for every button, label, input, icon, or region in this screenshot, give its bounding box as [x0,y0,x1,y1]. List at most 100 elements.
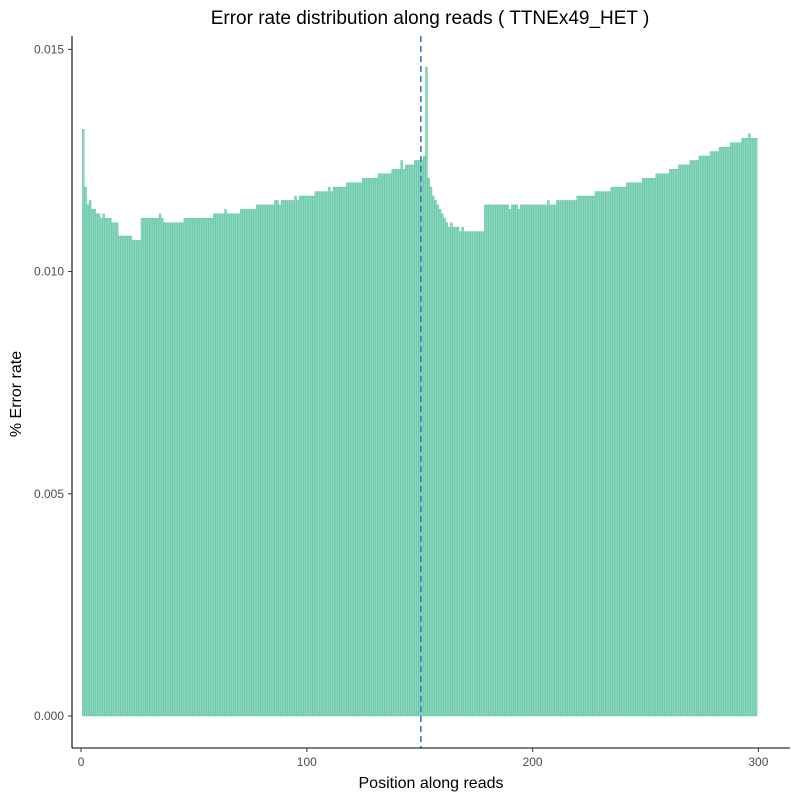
bar [432,195,435,717]
bar [438,209,442,717]
bar [529,204,532,717]
bar [599,191,602,717]
bar [646,178,649,717]
bar [140,218,144,717]
bar [698,155,701,717]
bar [366,178,369,717]
bar [82,129,85,717]
bar [416,160,419,717]
bar [497,204,500,717]
bar [149,218,153,717]
bar [743,138,747,717]
bar [723,146,726,717]
bar [617,186,620,717]
bar [380,173,383,717]
bar [120,235,123,717]
bar [217,213,220,717]
bar [572,200,575,717]
bar [468,231,471,717]
bar [404,164,408,717]
bar [481,231,485,717]
bar [732,142,735,717]
bar [718,146,722,717]
bar [93,209,96,717]
bar [359,182,363,717]
bar [470,231,473,717]
bar [502,204,505,717]
bar [296,200,299,717]
bar [508,209,512,717]
bar [436,204,439,717]
x-tick-label: 100 [297,755,317,769]
bar [680,164,683,717]
x-tick-label: 0 [78,755,85,769]
bar [585,195,588,717]
bar [443,218,446,717]
x-tick-label: 200 [523,755,543,769]
bar [226,213,229,717]
bar [540,204,543,717]
bar [321,191,324,717]
bar [260,204,263,717]
chart-title: Error rate distribution along reads ( TT… [211,8,650,29]
bar [131,240,135,717]
bar [565,200,568,717]
bar [355,182,358,717]
bar [210,218,214,717]
bar [563,200,566,717]
bar [192,218,196,717]
bar [267,204,270,717]
bar [346,182,349,717]
x-axis-title: Position along reads [359,775,504,792]
bar [330,191,333,717]
bar [465,231,469,717]
bar [283,200,286,717]
bar [619,186,622,717]
bar [429,186,433,717]
bar [244,209,248,717]
bar [596,191,600,717]
bar [323,191,327,717]
bar [341,186,345,717]
bar [447,226,451,717]
bar [639,182,643,717]
bar [463,231,467,717]
bar [143,218,146,717]
bar [712,151,715,717]
bar [556,200,559,717]
bar [167,222,171,717]
bar [513,204,516,717]
x-tick-label: 300 [748,755,768,769]
bar [542,204,546,717]
bar [86,204,89,717]
bar [314,191,318,717]
bar [375,178,379,717]
bar [134,240,137,717]
bar [703,155,706,717]
bar [158,213,162,717]
bar [165,222,169,717]
bar [716,151,719,717]
bar [407,164,410,717]
bar [115,222,119,717]
bar [325,191,329,717]
bar [364,178,367,717]
bar [389,173,392,717]
bar [109,218,112,717]
bar [637,182,640,717]
bar [535,204,539,717]
bar [122,235,126,717]
bar [515,204,518,717]
bar [350,182,354,717]
bar [707,155,710,717]
bar [197,218,200,717]
bar [544,204,548,717]
bar [626,182,629,717]
bar [533,204,537,717]
bar [298,195,302,717]
bar [316,191,320,717]
bar [630,182,634,717]
bar [154,218,157,717]
bar [172,222,175,717]
